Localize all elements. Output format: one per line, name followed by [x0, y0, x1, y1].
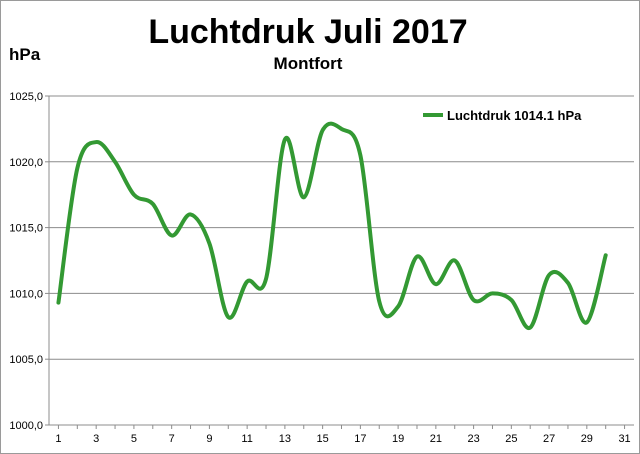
- x-tick-label: 13: [279, 433, 291, 445]
- x-tick-label: 31: [618, 433, 630, 445]
- x-tick-label: 5: [131, 433, 137, 445]
- x-tick-label: 1: [55, 433, 61, 445]
- x-tick-label: 19: [392, 433, 404, 445]
- x-tick-label: 11: [241, 433, 252, 445]
- y-tick-label: 1025,0: [9, 91, 43, 103]
- x-tick-label: 7: [169, 433, 175, 445]
- chart-subtitle: Montfort: [273, 54, 343, 73]
- x-tick-label: 27: [543, 433, 555, 445]
- y-tick-label: 1010,0: [9, 288, 43, 300]
- x-tick-label: 3: [93, 433, 99, 445]
- x-tick-label: 15: [317, 433, 329, 445]
- x-tick-label: 17: [354, 433, 366, 445]
- y-axis-label: hPa: [9, 45, 41, 64]
- y-tick-label: 1000,0: [9, 420, 43, 432]
- legend-label: Luchtdruk 1014.1 hPa: [447, 108, 582, 123]
- y-tick-label: 1005,0: [9, 354, 43, 366]
- y-tick-label: 1015,0: [9, 223, 43, 235]
- x-tick-label: 21: [430, 433, 442, 445]
- x-tick-label: 25: [505, 433, 517, 445]
- chart-title: Luchtdruk Juli 2017: [148, 13, 468, 51]
- y-tick-label: 1020,0: [9, 157, 43, 169]
- x-tick-label: 29: [581, 433, 593, 445]
- x-tick-label: 9: [206, 433, 212, 445]
- series-line-luchtdruk: [56, 121, 608, 330]
- x-tick-label: 23: [467, 433, 479, 445]
